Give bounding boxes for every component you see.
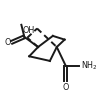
Text: O: O xyxy=(4,38,11,47)
Text: O: O xyxy=(62,83,69,92)
Text: NH$_2$: NH$_2$ xyxy=(81,59,98,72)
Text: OH: OH xyxy=(22,26,35,35)
